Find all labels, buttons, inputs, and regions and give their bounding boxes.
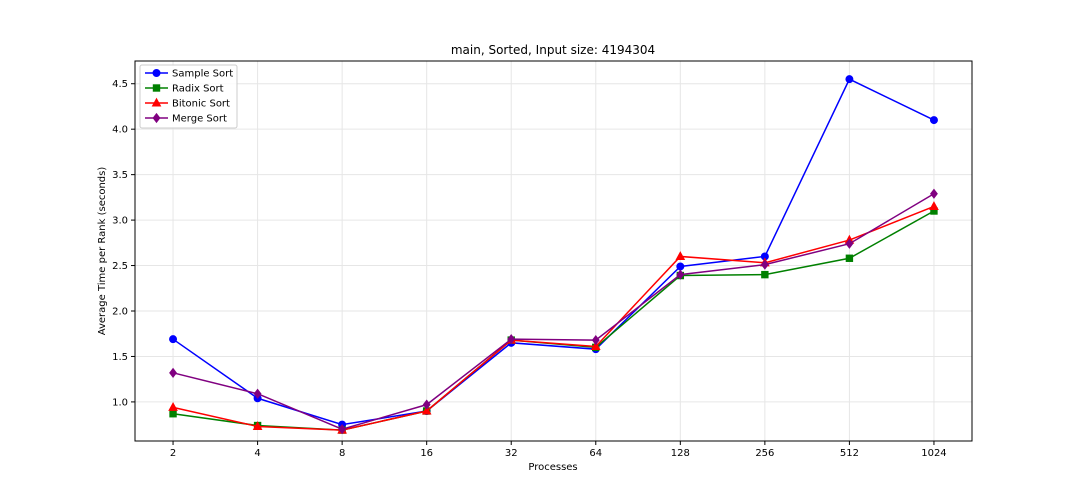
x-tick-label: 32 (505, 448, 518, 459)
y-axis-ticks: 1.0 1.5 2.0 2.5 3.0 3.5 4.0 4.5 (112, 79, 135, 408)
y-tick-label: 4.0 (112, 125, 128, 136)
legend-label: Radix Sort (172, 84, 224, 95)
y-tick-label: 2.0 (112, 307, 128, 318)
data-point-bitonic-sort (929, 201, 939, 210)
data-point-bitonic-sort (168, 402, 178, 411)
x-tick-label: 64 (589, 448, 602, 459)
series-line-bitonic-sort (172, 205, 935, 431)
data-point-radix-sort (761, 270, 769, 279)
data-point-sample-sort (845, 75, 854, 84)
y-axis-label: Average Time per Rank (seconds) (97, 167, 108, 336)
data-point-merge-sort (507, 334, 516, 345)
data-point-merge-sort (930, 188, 938, 199)
chart-title: main, Sorted, Input size: 4194304 (451, 43, 655, 57)
legend-marker (151, 97, 162, 107)
data-point-merge-sort (422, 399, 431, 410)
series-line-merge-sort (172, 193, 935, 430)
data-point-bitonic-sort (590, 341, 601, 350)
data-point-merge-sort (253, 388, 262, 399)
legend-marker (152, 84, 161, 92)
y-tick-label: 1.5 (112, 352, 128, 363)
data-point-sample-sort (676, 262, 685, 271)
legend-label: Sample Sort (172, 69, 233, 80)
x-tick-label: 4 (254, 448, 260, 459)
y-tick-label: 4.5 (112, 79, 128, 90)
data-point-merge-sort (338, 424, 347, 435)
legend-item-merge-sort: Merge Sort (145, 112, 227, 125)
legend-marker (152, 112, 161, 124)
legend: Sample Sort Radix Sort Bitonic Sort Merge S… (139, 64, 238, 129)
series-sample-sort (169, 75, 938, 429)
x-tick-label: 128 (671, 448, 690, 459)
series-line-radix-sort (172, 210, 935, 431)
data-point-bitonic-sort (421, 405, 432, 415)
data-point-merge-sort (845, 238, 854, 249)
series-bitonic-sort (168, 201, 939, 434)
series-layer (168, 75, 939, 435)
x-tick-label: 256 (755, 448, 774, 459)
data-point-sample-sort (169, 335, 178, 344)
grid (135, 61, 972, 441)
data-point-merge-sort (676, 269, 685, 280)
y-tick-label: 2.5 (112, 261, 128, 272)
y-tick-label: 1.0 (112, 397, 128, 408)
data-point-merge-sort (591, 334, 600, 346)
x-tick-label: 8 (339, 448, 345, 459)
x-tick-label: 512 (840, 448, 859, 459)
x-axis-label: Processes (528, 462, 577, 473)
data-point-bitonic-sort (252, 421, 263, 430)
data-point-radix-sort (169, 410, 177, 418)
data-point-merge-sort (169, 367, 177, 378)
legend-item-sample-sort: Sample Sort (145, 69, 233, 80)
legend-marker (152, 69, 161, 77)
y-tick-label: 3.0 (112, 216, 128, 227)
data-point-merge-sort (760, 259, 769, 270)
legend-label: Merge Sort (172, 114, 227, 125)
x-axis-ticks: 2 4 8 16 32 64 128 256 512 1024 (170, 441, 947, 459)
x-tick-label: 1024 (921, 448, 946, 459)
data-point-radix-sort (845, 254, 854, 262)
data-point-bitonic-sort (675, 251, 686, 260)
data-point-sample-sort (929, 116, 938, 125)
legend-item-bitonic-sort: Bitonic Sort (145, 97, 230, 110)
x-tick-label: 2 (170, 448, 176, 459)
legend-box (139, 64, 238, 129)
series-merge-sort (169, 188, 938, 435)
series-line-sample-sort (172, 78, 935, 426)
y-tick-label: 3.5 (112, 170, 128, 181)
series-radix-sort (169, 207, 938, 434)
plot-frame (134, 60, 973, 442)
legend-label: Bitonic Sort (172, 99, 230, 110)
x-tick-label: 16 (420, 448, 433, 459)
legend-item-radix-sort: Radix Sort (145, 84, 224, 95)
